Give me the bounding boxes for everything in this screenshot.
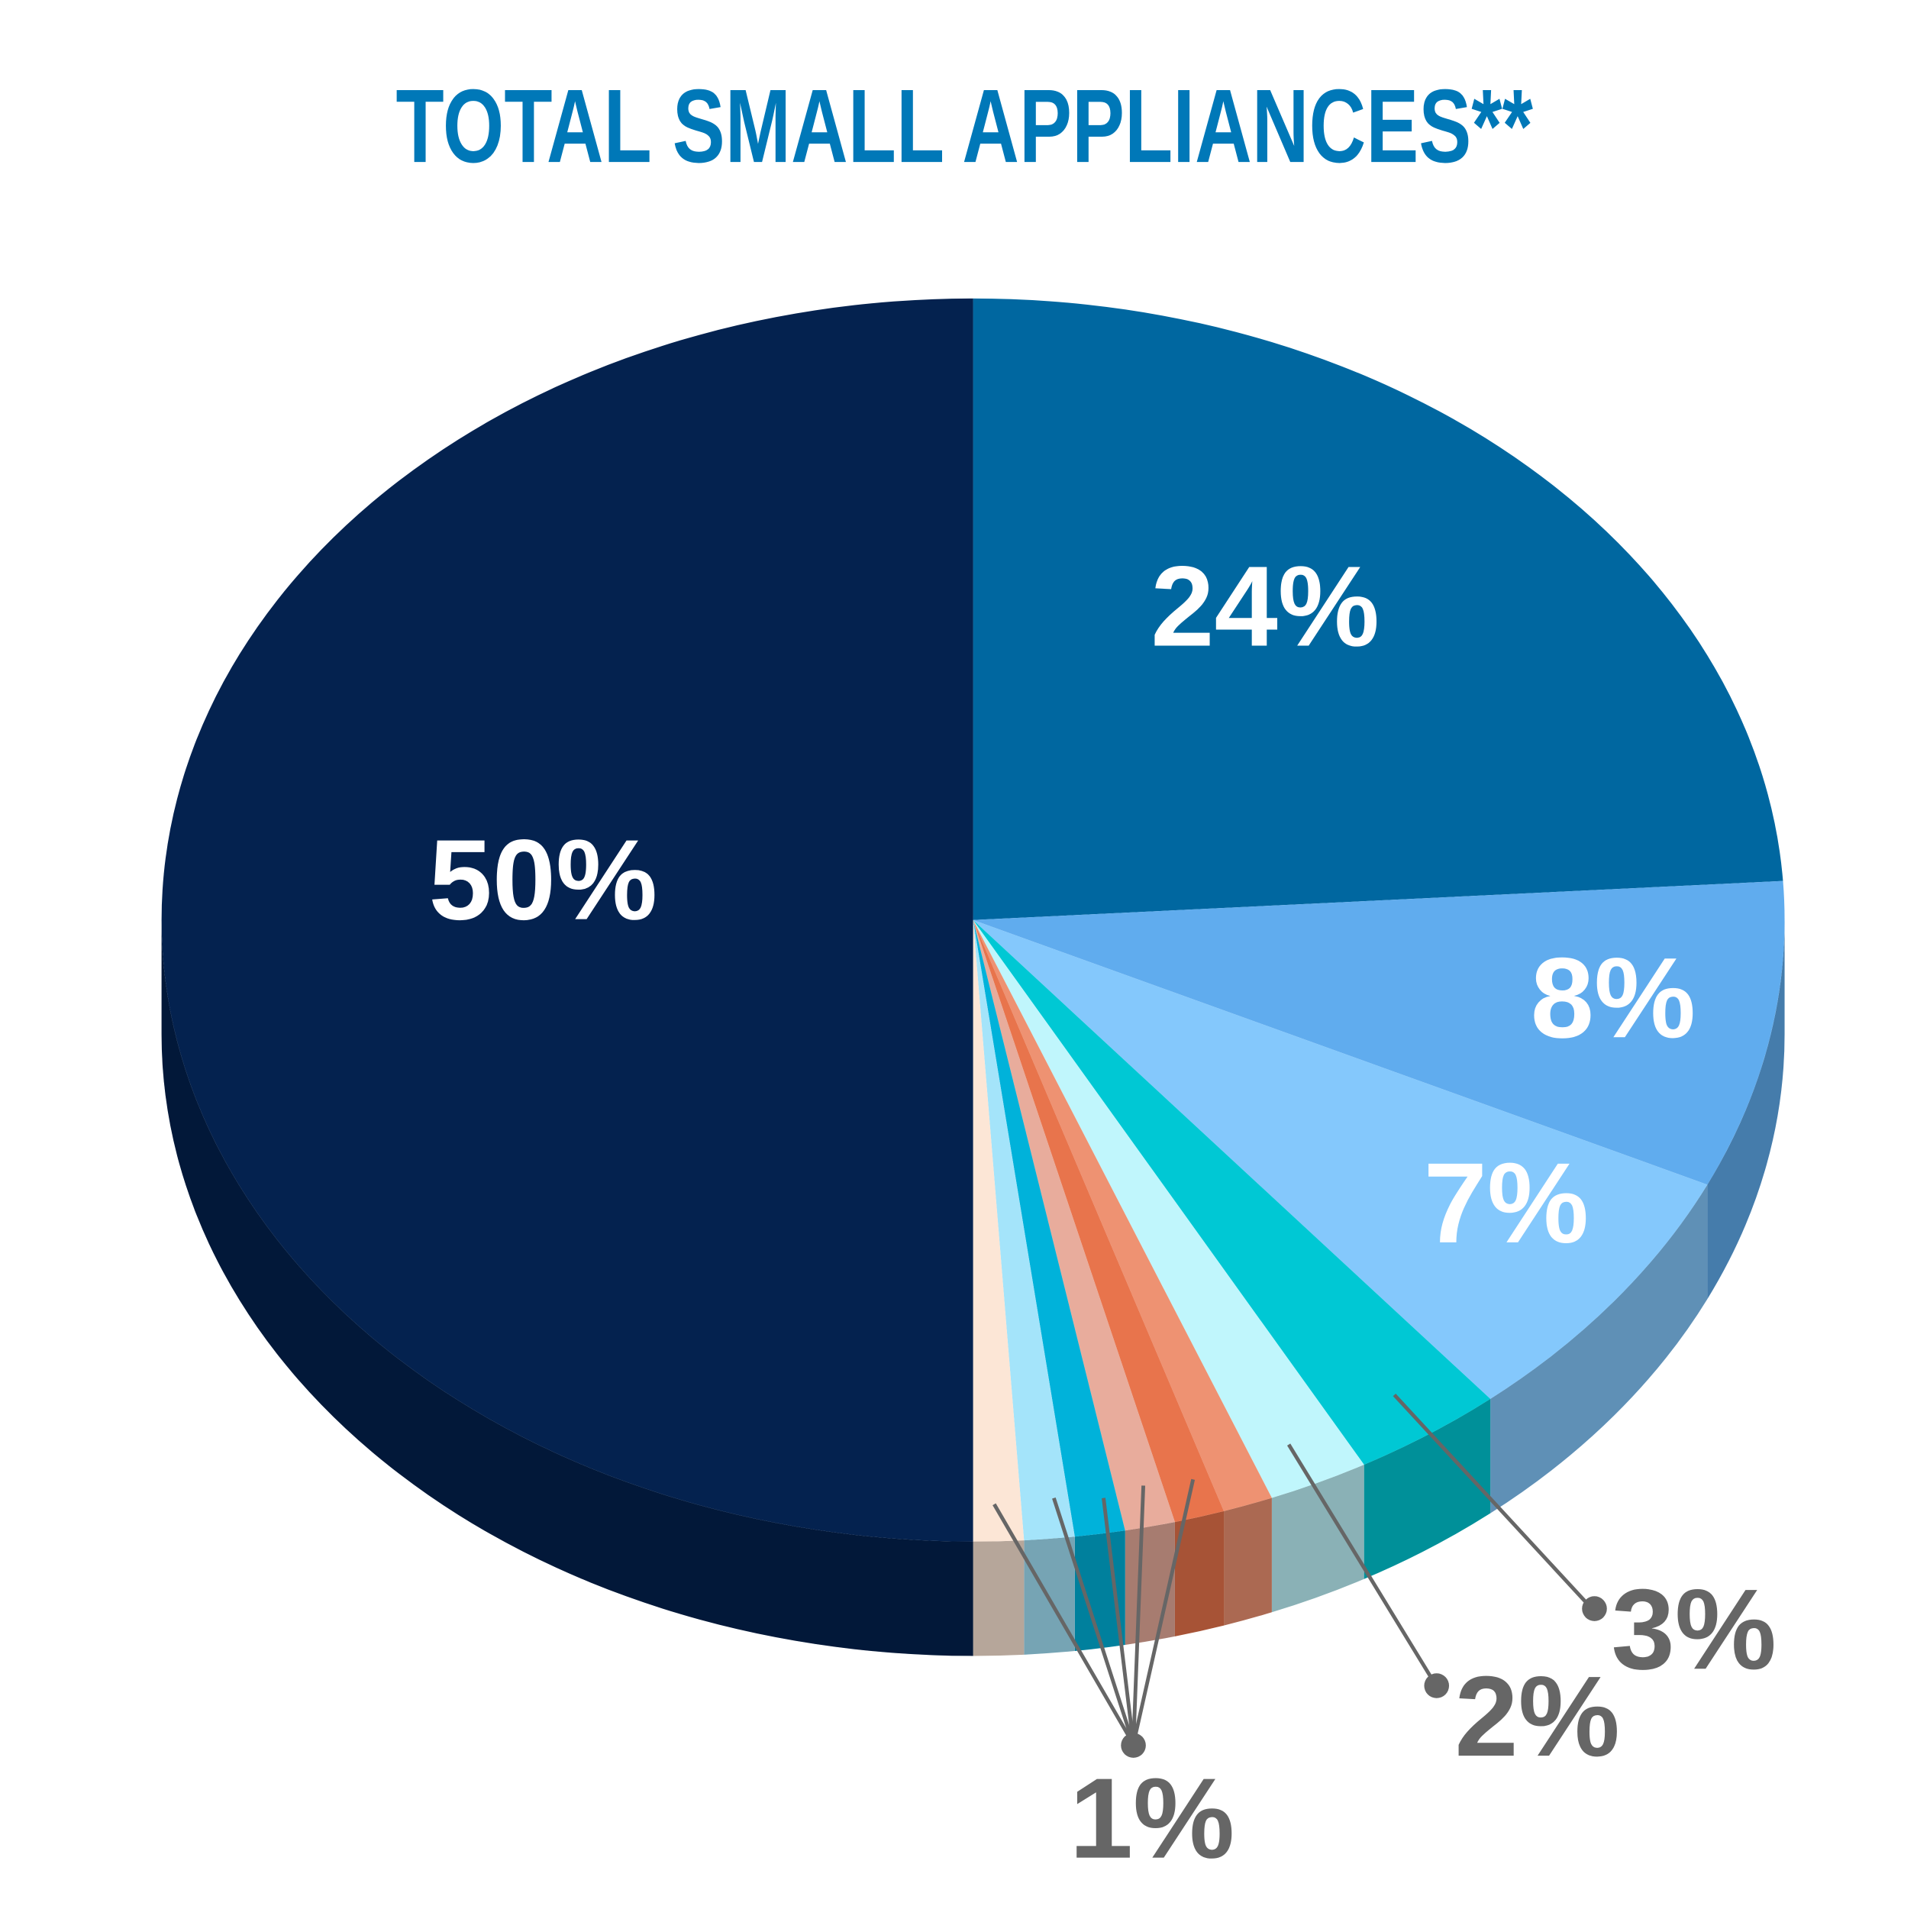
- slice: [161, 298, 973, 1542]
- slice-side-shade: [1024, 1536, 1075, 1655]
- leader-line: [1102, 1497, 1135, 1745]
- slice: [973, 919, 1075, 1541]
- slice-side: [161, 919, 973, 1656]
- slice: [973, 919, 1225, 1523]
- slice-side-shade: [1490, 1184, 1708, 1514]
- slice-side: [1707, 919, 1785, 1300]
- leader-dot: [1582, 1596, 1607, 1621]
- slice-side: [1271, 1465, 1364, 1613]
- slice: [973, 919, 1364, 1498]
- data-label: 24%: [1151, 542, 1380, 670]
- slice-side: [973, 1540, 1025, 1656]
- leader-line: [1393, 1393, 1593, 1609]
- leader-dot: [1121, 1733, 1146, 1758]
- data-label: 1%: [1070, 1754, 1234, 1882]
- slice: [973, 919, 1025, 1542]
- slice-side-shade: [1174, 1510, 1225, 1636]
- leader-dot: [1424, 1673, 1450, 1698]
- slice-side-shade: [1364, 1398, 1491, 1579]
- leader-line: [1131, 1485, 1146, 1745]
- data-label: 3%: [1611, 1565, 1776, 1693]
- chart-title: TOTAL SMALL APPLIANCES**: [395, 67, 1533, 184]
- slice-side-shade: [1707, 919, 1785, 1300]
- slice: [973, 919, 1125, 1537]
- slice-side-shade: [1125, 1522, 1175, 1646]
- data-label: 2%: [1454, 1652, 1619, 1780]
- slice: [973, 919, 1708, 1399]
- data-label: 8%: [1531, 933, 1696, 1061]
- slice-side: [1224, 1497, 1272, 1626]
- slice-side-shade: [973, 1540, 1025, 1656]
- leader-line: [992, 1503, 1135, 1746]
- slice: [973, 919, 1491, 1465]
- slice-side: [1024, 1536, 1075, 1655]
- slice-side: [1364, 1398, 1491, 1579]
- slice: [973, 919, 1272, 1511]
- leader-line: [1286, 1443, 1438, 1686]
- leader-line: [1052, 1497, 1135, 1745]
- slice: [973, 298, 1783, 920]
- slice: [973, 880, 1785, 1185]
- data-label: 7%: [1424, 1139, 1589, 1267]
- slice-side-shade: [1271, 1465, 1364, 1613]
- slice-side: [1490, 1184, 1708, 1514]
- slice: [973, 919, 1175, 1531]
- leader-line: [1131, 1478, 1196, 1745]
- slice-side: [1174, 1510, 1225, 1636]
- slice-side-shade: [161, 919, 973, 1656]
- data-label: 50%: [428, 816, 657, 944]
- slice-side-shade: [1224, 1497, 1272, 1626]
